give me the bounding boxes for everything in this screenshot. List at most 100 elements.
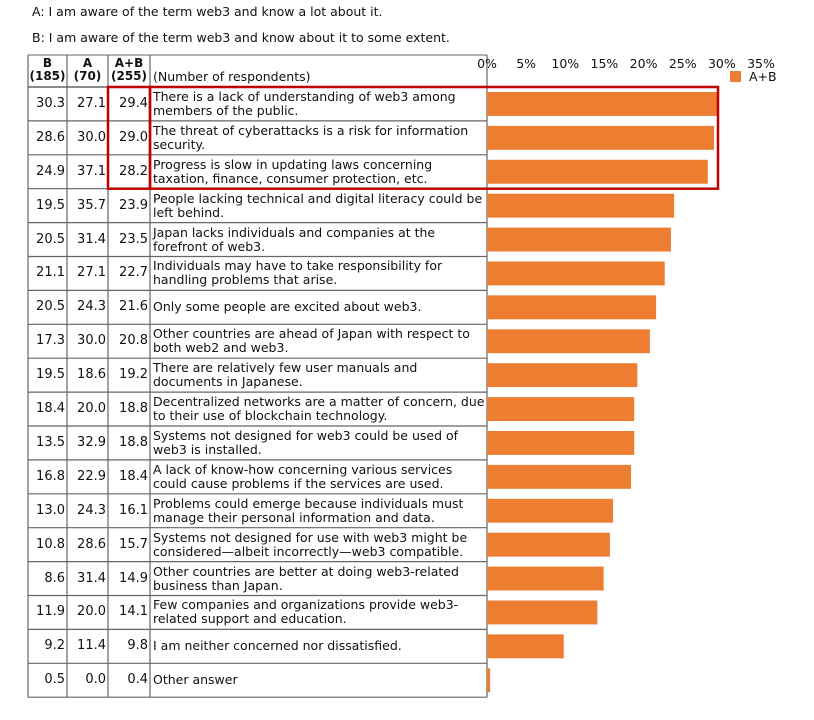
column-header: B (185)	[28, 57, 67, 83]
table-value: 21.1	[36, 265, 65, 281]
bar	[487, 159, 708, 184]
column-name: A	[82, 56, 93, 70]
highlight-box	[148, 85, 720, 190]
category-label: The threat of cyberattacks is a risk for…	[153, 122, 469, 152]
column-name: A+B	[114, 56, 144, 70]
x-tick-label: 30%	[708, 56, 736, 71]
category-label: There is a lack of understanding of web3…	[153, 88, 456, 118]
table-value: 10.8	[36, 536, 65, 552]
bar	[487, 464, 632, 489]
table-value: 19.5	[36, 197, 65, 213]
bar	[487, 193, 675, 218]
bar	[487, 498, 614, 523]
table-value: 30.0	[77, 333, 106, 349]
table-value: 23.9	[119, 197, 148, 213]
x-tick-label: 5%	[516, 56, 536, 71]
table-value: 19.5	[36, 367, 65, 383]
table-value: 14.9	[119, 570, 148, 586]
category-label: Systems not designed for use with web3 m…	[153, 529, 468, 559]
bar	[487, 566, 604, 591]
category-label: Only some people are excited about web3.	[153, 299, 422, 315]
bar	[487, 295, 657, 320]
table-value: 28.6	[36, 129, 65, 145]
table-value: 28.2	[119, 163, 148, 179]
table-value: 16.8	[36, 468, 65, 484]
table-value: 16.1	[119, 502, 148, 518]
table-value: 29.4	[119, 95, 148, 111]
category-label: Individuals may have to take responsibil…	[153, 258, 443, 288]
table-value: 8.6	[44, 570, 65, 586]
table-value: 21.6	[119, 299, 148, 315]
table-value: 23.5	[119, 231, 148, 247]
bar	[487, 431, 635, 455]
bar	[487, 668, 491, 693]
table-value: 35.7	[77, 197, 106, 213]
table-value: 18.8	[119, 434, 148, 450]
legend-swatch	[730, 71, 741, 82]
category-label: I am neither concerned nor dissatisfied.	[153, 638, 402, 654]
table-value: 27.1	[77, 265, 106, 281]
bar	[487, 363, 638, 388]
table-value: 0.5	[44, 672, 65, 688]
table-value: 31.4	[77, 231, 106, 247]
table-value: 29.0	[119, 129, 148, 145]
x-tick-label: 35%	[747, 56, 775, 71]
table-value: 20.0	[77, 401, 106, 417]
bar	[487, 125, 715, 150]
table-value: 27.1	[77, 95, 106, 111]
table-value: 20.0	[77, 604, 106, 620]
table-value: 9.8	[127, 638, 148, 654]
note: B: I am aware of the term web3 and know …	[32, 30, 450, 45]
bar	[487, 600, 598, 625]
column-header: A (70)	[67, 57, 108, 83]
x-tick-label: 10%	[551, 56, 579, 71]
category-label: Decentralized networks are a matter of c…	[153, 394, 485, 424]
table-value: 24.3	[77, 502, 106, 518]
table-value: 31.4	[77, 570, 106, 586]
table-value: 13.0	[36, 502, 65, 518]
table-value: 13.5	[36, 434, 65, 450]
column-count: (70)	[73, 69, 102, 83]
table-value: 18.8	[119, 401, 148, 417]
table-value: 30.0	[77, 129, 106, 145]
table-value: 28.6	[77, 536, 106, 552]
table-value: 22.9	[77, 468, 106, 484]
table-value: 18.6	[77, 367, 106, 383]
x-tick-label: 15%	[591, 56, 619, 71]
category-label: Problems could emerge because individual…	[153, 495, 464, 525]
table-value: 24.9	[36, 163, 65, 179]
category-label: Other countries are better at doing web3…	[153, 563, 459, 593]
category-label: Few companies and organizations provide …	[153, 597, 459, 627]
note: A: I am aware of the term web3 and know …	[32, 4, 383, 19]
legend-label: A+B	[749, 69, 777, 84]
x-tick-label: 25%	[669, 56, 697, 71]
table-value: 20.5	[36, 231, 65, 247]
column-count: (255)	[110, 69, 148, 83]
table-value: 18.4	[119, 468, 148, 484]
bar	[487, 532, 610, 557]
table-value: 20.8	[119, 333, 148, 349]
table-value: 22.7	[119, 265, 148, 281]
category-label: Japan lacks individuals and companies at…	[153, 224, 436, 254]
column-name: B	[42, 56, 53, 70]
table-value: 18.4	[36, 401, 65, 417]
bar	[487, 261, 665, 286]
respondents-note: (Number of respondents)	[153, 69, 311, 84]
bar	[487, 634, 564, 659]
table-value: 11.4	[77, 638, 106, 654]
table-value: 11.9	[36, 604, 65, 620]
bar	[487, 227, 671, 252]
table-value: 0.4	[127, 672, 148, 688]
table-value: 19.2	[119, 367, 148, 383]
table-value: 14.1	[119, 604, 148, 620]
bar	[487, 92, 718, 116]
column-header: A+B (255)	[108, 57, 150, 83]
bar	[487, 397, 635, 421]
table-value: 32.9	[77, 434, 106, 450]
table-value: 20.5	[36, 299, 65, 315]
column-count: (185)	[29, 69, 66, 83]
table-value: 37.1	[77, 163, 106, 179]
category-label: People lacking technical and digital lit…	[153, 190, 483, 220]
